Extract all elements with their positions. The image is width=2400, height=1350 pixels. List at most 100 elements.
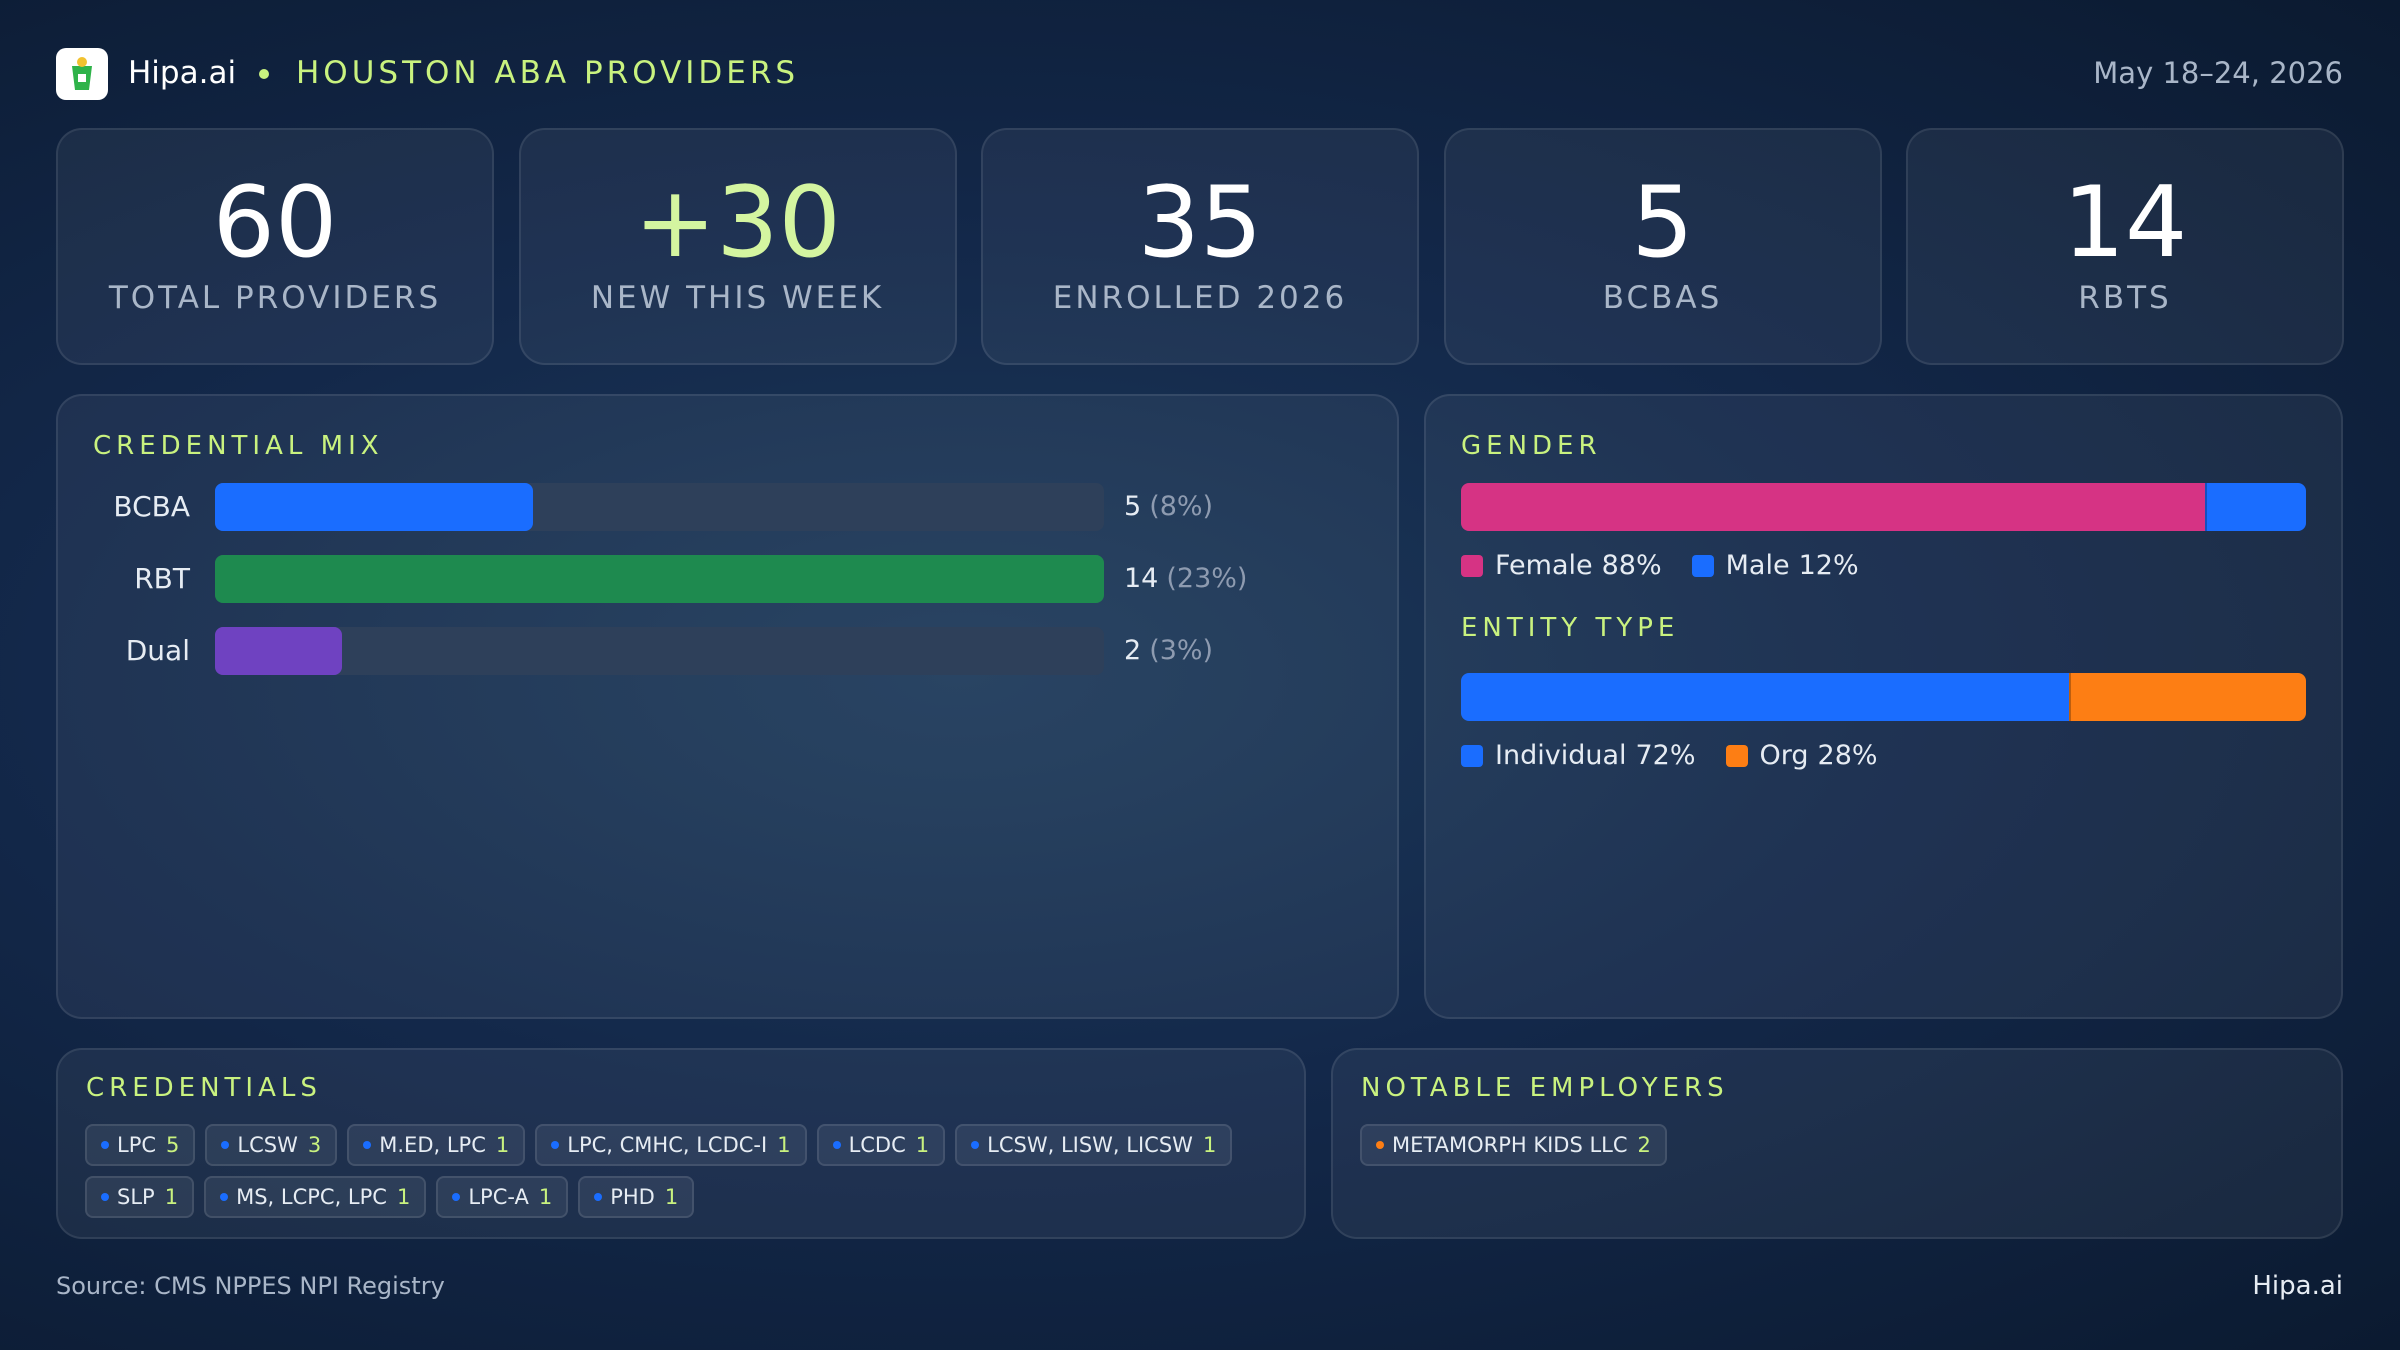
chip-label: M.ED, LPC — [379, 1133, 486, 1157]
chip-count: 1 — [495, 1133, 510, 1157]
chip-count: 1 — [915, 1133, 930, 1157]
legend-swatch — [1461, 555, 1483, 577]
chip-count: 2 — [1637, 1133, 1651, 1157]
legend: Individual 72% Org 28% — [1461, 740, 1878, 771]
chip-dot — [363, 1141, 372, 1149]
chip: SLP 1 — [85, 1176, 195, 1218]
bar-segment — [1461, 673, 2070, 721]
employers-panel: NOTABLE EMPLOYERS METAMORPH KIDS LLC 2 — [1331, 1048, 2343, 1239]
chip-count: 1 — [538, 1185, 553, 1209]
chip: LCDC 1 — [816, 1124, 946, 1166]
bar-segment — [2069, 673, 2306, 721]
bar — [215, 627, 342, 675]
bar-track — [215, 483, 1104, 531]
date-range: May 18–24, 2026 — [2093, 56, 2343, 90]
bar-value-row: 14 (23%) — [1124, 563, 1247, 594]
bar-percent: (8%) — [1149, 491, 1214, 522]
chip-dot — [832, 1141, 841, 1149]
chip: PHD 1 — [578, 1176, 695, 1218]
chip-label: SLP — [117, 1185, 155, 1209]
bar-value: 2 — [1124, 635, 1142, 666]
legend-name: Male — [1725, 550, 1790, 581]
bar-percent: (23%) — [1166, 563, 1248, 594]
legend-swatch — [1725, 745, 1748, 767]
kpi-value: 60 — [212, 166, 338, 280]
bar-value-row: 5 (8%) — [1124, 491, 1213, 522]
chip-count: 3 — [307, 1133, 322, 1157]
credentials-panel: CREDENTIALS LPC 5 LCSW 3 M.ED, LPC 1 LPC, CMHC… — [56, 1048, 1306, 1239]
legend-value: 12% — [1798, 550, 1859, 581]
chip-label: LCDC — [848, 1133, 906, 1157]
chip-dot — [1376, 1141, 1384, 1149]
kpi-value: +30 — [634, 166, 841, 280]
kpi-card: +30 NEW THIS WEEK — [518, 128, 957, 365]
chip: LPC-A 1 — [436, 1176, 569, 1218]
legend-value: 88% — [1601, 550, 1662, 581]
chip-count: 5 — [166, 1133, 180, 1157]
bar-label: Dual — [125, 634, 190, 667]
bar-label: BCBA — [113, 490, 190, 523]
panel-title: GENDER — [1461, 431, 1602, 461]
footer-brand: Hipa.ai — [2252, 1271, 2343, 1301]
bar — [215, 555, 1104, 603]
legend-name: Female — [1495, 550, 1593, 581]
chip-label: LPC-A — [468, 1185, 529, 1209]
chip-list: METAMORPH KIDS LLC 2 — [1360, 1124, 2310, 1166]
legend-item: Male 12% — [1691, 550, 1859, 581]
chip-label: LPC — [117, 1133, 157, 1157]
source-note: Source: CMS NPPES NPI Registry — [56, 1272, 445, 1300]
chip-label: MS, LCPC, LPC — [236, 1185, 387, 1209]
legend-value: 28% — [1817, 740, 1878, 771]
chip-label: METAMORPH KIDS LLC — [1392, 1133, 1628, 1157]
page-title: HOUSTON ABA PROVIDERS — [296, 55, 800, 91]
chip: METAMORPH KIDS LLC 2 — [1360, 1124, 1667, 1166]
chip-list: LPC 5 LCSW 3 M.ED, LPC 1 LPC, CMHC, LCDC-I 1 LCD… — [85, 1124, 1285, 1218]
bar-value: 14 — [1124, 563, 1159, 594]
chip-label: PHD — [610, 1185, 655, 1209]
chip-count: 1 — [777, 1133, 791, 1157]
chip: MS, LCPC, LPC 1 — [204, 1176, 427, 1218]
bar-label: RBT — [134, 562, 190, 595]
chip: LPC, CMHC, LCDC-I 1 — [535, 1124, 807, 1166]
chip-dot — [101, 1141, 109, 1149]
chip-label: LCSW, LISW, LICSW — [987, 1133, 1193, 1157]
chip: M.ED, LPC 1 — [347, 1124, 526, 1166]
legend-item: Org 28% — [1725, 740, 1878, 771]
kpi-label: BCBAS — [1602, 280, 1723, 316]
kpi-card: 14 RBTS — [1906, 128, 2344, 365]
bar-value-row: 2 (3%) — [1124, 635, 1213, 666]
bar — [215, 483, 533, 531]
kpi-value: 35 — [1137, 166, 1263, 280]
panel-title: NOTABLE EMPLOYERS — [1361, 1073, 1729, 1103]
bar-percent: (3%) — [1149, 635, 1214, 666]
demographics-panel: GENDER ENTITY TYPE Female 88% Male 12% Indiv… — [1424, 394, 2343, 1019]
stacked-bar — [1461, 483, 2306, 531]
bar-value: 5 — [1124, 491, 1142, 522]
bar-track — [215, 627, 1104, 675]
chip-dot — [101, 1193, 109, 1201]
kpi-card: 60 TOTAL PROVIDERS — [56, 128, 494, 365]
chip: LPC 5 — [85, 1124, 196, 1166]
legend-swatch — [1461, 745, 1483, 767]
kpi-label: RBTS — [2078, 280, 2172, 316]
legend-name: Org — [1759, 740, 1809, 771]
chip: LCSW, LISW, LICSW 1 — [955, 1124, 1233, 1166]
brand: Hipa.ai — [128, 55, 237, 91]
chip-dot — [594, 1193, 603, 1201]
kpi-card: 5 BCBAS — [1443, 128, 1882, 365]
legend-value: 72% — [1635, 740, 1696, 771]
chip-label: LPC, CMHC, LCDC-I — [567, 1133, 768, 1157]
legend-swatch — [1691, 555, 1714, 577]
kpi-value: 5 — [1631, 166, 1694, 280]
legend-name: Individual — [1495, 740, 1627, 771]
kpi-label: TOTAL PROVIDERS — [108, 280, 442, 316]
kpi-label: NEW THIS WEEK — [590, 280, 885, 316]
chip-count: 1 — [664, 1185, 679, 1209]
chip-count: 1 — [1202, 1133, 1217, 1157]
credential-mix-panel: CREDENTIAL MIX BCBA 5 (8%) RBT 14 (23%) Dual 2(… — [56, 394, 1399, 1019]
chip: LCSW 3 — [205, 1124, 338, 1166]
stacked-bar — [1461, 673, 2306, 721]
legend: Female 88% Male 12% — [1461, 550, 1859, 581]
kpi-label: ENROLLED 2026 — [1052, 280, 1348, 316]
